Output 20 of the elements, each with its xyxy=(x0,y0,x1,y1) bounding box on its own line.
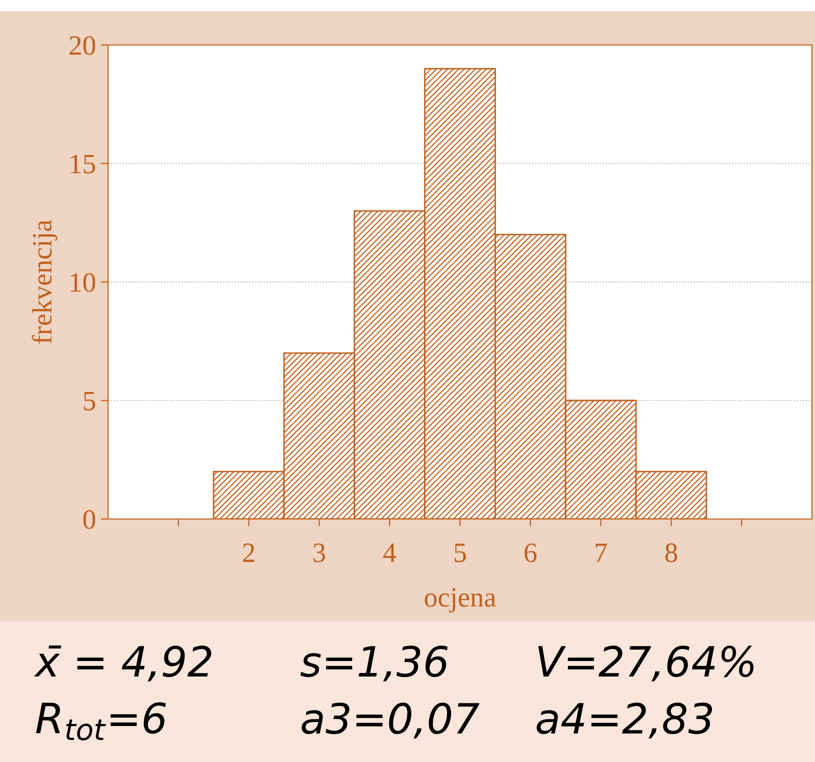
x-tick-label: 5 xyxy=(454,544,466,562)
y-tick-label: 0 xyxy=(83,510,96,529)
text: a4=2,83 xyxy=(536,702,712,738)
x-tick-label: 7 xyxy=(596,544,607,562)
x-tick-label: 8 xyxy=(665,543,678,562)
y-tick-label: 15 xyxy=(70,154,96,174)
x-tick-label: 4 xyxy=(383,544,396,562)
text: s=1,36 xyxy=(300,646,448,682)
x-axis-title: ocjena xyxy=(424,588,496,612)
text: V=27,64% xyxy=(538,646,754,682)
y-axis-title: frekvencija xyxy=(32,220,58,344)
text: R$_{tot}$=6 xyxy=(36,702,166,740)
y-tick-label: 5 xyxy=(84,392,96,410)
y-tick-label: 10 xyxy=(70,273,96,292)
x-tick-label: 2 xyxy=(243,543,254,562)
x-tick-label: 3 xyxy=(314,543,326,562)
text: x̄ = 4,92 xyxy=(34,645,212,682)
text: a3=0,07 xyxy=(302,702,480,738)
y-tick-label: 20 xyxy=(70,36,96,55)
x-tick-label: 6 xyxy=(524,543,537,562)
